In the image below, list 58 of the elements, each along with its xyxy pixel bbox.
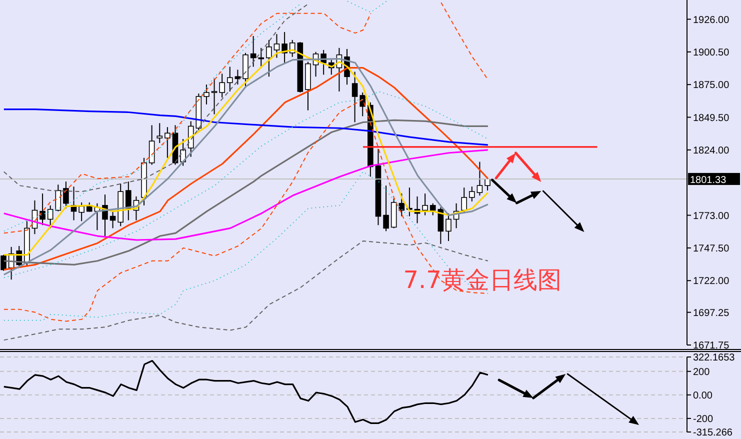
candlestick [476, 161, 483, 196]
y-tick-label: 322.1653 [693, 352, 736, 364]
candlestick [40, 192, 46, 226]
y-tick-label: 1926.00 [693, 14, 730, 26]
candlestick [0, 254, 6, 272]
y-tick-label: 200 [693, 366, 710, 378]
y-tick-label: 1773.00 [693, 210, 730, 222]
y-tick-label: -200 [693, 414, 714, 425]
y-tick-label: 1747.50 [693, 243, 730, 254]
line-series [3, 108, 489, 146]
candlestick [242, 52, 248, 88]
y-tick-label: 1671.75 [693, 340, 730, 352]
candlestick [156, 122, 163, 144]
line-series [3, 171, 488, 321]
candlestick [164, 126, 170, 158]
y-tick-label: 1900.50 [693, 47, 730, 58]
candlestick [360, 92, 366, 117]
line-series [3, 3, 309, 192]
candlestick [148, 124, 155, 166]
candlestick [219, 73, 225, 98]
y-tick-label: 0.00 [693, 390, 713, 402]
y-tick-label: 1824.00 [693, 145, 730, 156]
candlestick [211, 78, 218, 115]
candlestick [204, 84, 210, 105]
line-series [3, 3, 302, 232]
line-series [3, 12, 372, 234]
candlestick [47, 204, 54, 229]
candlestick [63, 181, 69, 209]
y-tick-label: 1697.25 [693, 308, 730, 319]
line-series [3, 149, 489, 241]
candlestick [274, 34, 280, 58]
y-tick-label: -315.266 [693, 428, 733, 439]
line-series [3, 360, 489, 424]
line-series [3, 119, 489, 266]
candlestick [422, 192, 428, 216]
candlestick [55, 184, 62, 212]
ref-line-label: 1801.33 [690, 174, 727, 186]
candlestick [398, 192, 405, 217]
candlestick [227, 66, 233, 92]
y-tick-label: 1875.00 [693, 80, 730, 92]
y-tick-label: 1722.00 [693, 276, 730, 288]
candlestick [110, 210, 116, 229]
line-series [3, 240, 488, 341]
candlestick [446, 212, 452, 242]
candlestick [461, 187, 467, 214]
y-tick-label: 1849.50 [693, 112, 730, 124]
line-series [440, 2, 488, 80]
candlestick [352, 71, 358, 123]
candlestick [266, 39, 272, 78]
candlestick [250, 36, 256, 68]
candlestick [469, 186, 475, 202]
text: 7.7黄金日线图 [403, 265, 562, 296]
candlestick [78, 202, 84, 222]
candlestick [234, 69, 241, 86]
candlestick [126, 181, 132, 221]
candlestick [383, 185, 389, 232]
candlestick [430, 202, 436, 216]
candlestick [258, 47, 264, 68]
